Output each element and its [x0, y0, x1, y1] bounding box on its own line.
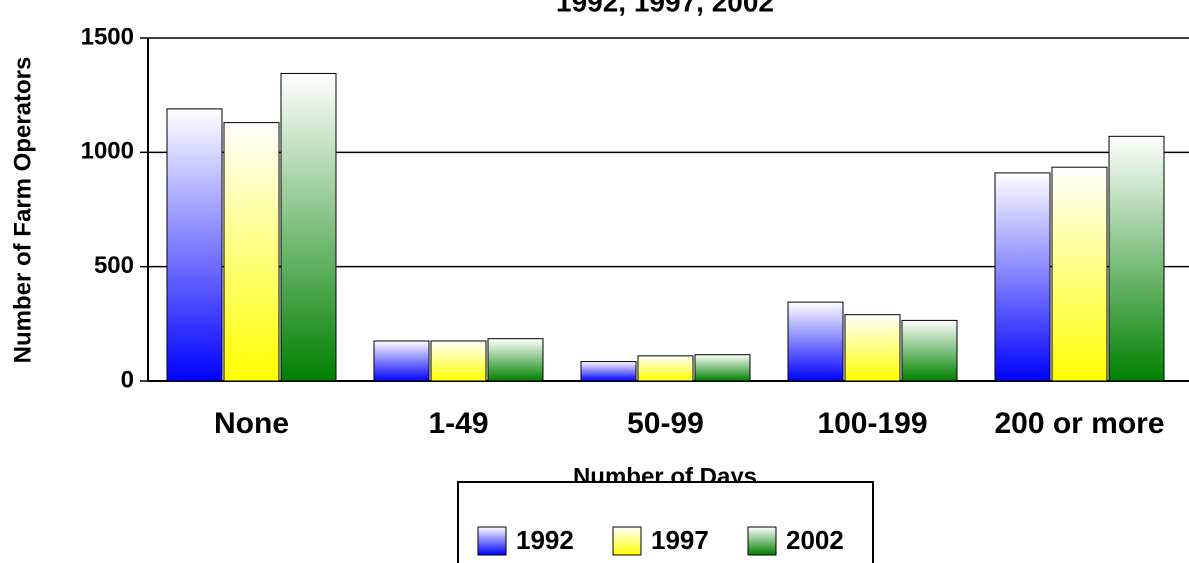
bar: [1051, 166, 1108, 382]
x-tick-label: 200 or more: [994, 407, 1164, 440]
bar: [430, 340, 487, 382]
y-axis-label: Number of Farm Operators: [9, 57, 36, 364]
bar: [694, 354, 751, 382]
bar: [844, 314, 901, 382]
y-tick-label: 0: [121, 366, 134, 393]
x-tick-label: 1-49: [428, 407, 488, 440]
bar: [373, 340, 430, 382]
chart-title: 1992, 1997, 2002: [556, 0, 774, 17]
legend-swatch: [612, 526, 642, 556]
bar: [637, 355, 694, 382]
legend-label: 1992: [516, 525, 574, 555]
y-tick-label: 500: [94, 252, 134, 279]
legend-swatch: [747, 526, 777, 556]
bar: [901, 319, 958, 382]
x-tick-label: None: [214, 407, 289, 440]
bar: [280, 72, 337, 382]
x-tick-label: 50-99: [627, 407, 704, 440]
x-tick-label: 100-199: [817, 407, 927, 440]
legend-swatch: [477, 526, 507, 556]
bar: [166, 108, 223, 382]
bar: [487, 338, 544, 382]
legend-box: [457, 481, 874, 563]
y-tick-label: 1500: [81, 23, 134, 50]
legend-label: 2002: [786, 525, 844, 555]
bar: [580, 361, 637, 382]
bar: [994, 172, 1051, 382]
bar: [787, 301, 844, 382]
legend-label: 1997: [651, 525, 709, 555]
y-tick-label: 1000: [81, 138, 134, 165]
bar: [223, 122, 280, 382]
bar: [1108, 135, 1165, 382]
